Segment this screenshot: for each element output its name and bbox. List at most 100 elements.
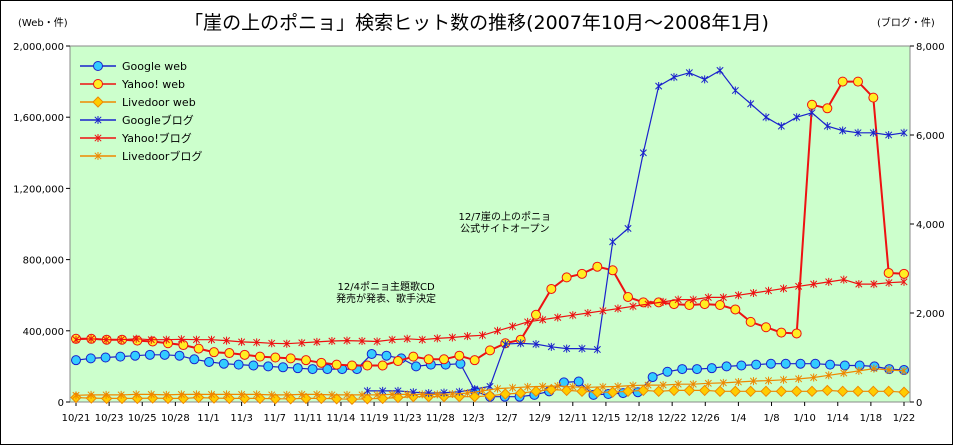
data-point (238, 390, 246, 399)
data-point (545, 383, 558, 396)
data-point (775, 385, 788, 398)
data-point (674, 380, 682, 389)
data-point (853, 76, 863, 87)
data-point (622, 385, 634, 398)
annotation-text: 12/4ポニョ主題歌CD (338, 280, 435, 293)
data-point (647, 372, 658, 383)
data-point (448, 333, 456, 342)
data-point (381, 350, 392, 361)
data-point (469, 355, 480, 366)
data-point (577, 268, 587, 279)
data-point (102, 390, 110, 399)
data-point (94, 152, 102, 160)
data-point (719, 293, 727, 302)
data-point (624, 224, 632, 233)
data-point (330, 393, 343, 405)
data-point (403, 390, 411, 399)
data-point (222, 390, 231, 399)
data-point (403, 334, 411, 343)
data-point (765, 358, 776, 369)
data-point (659, 381, 667, 390)
data-point (147, 390, 155, 399)
data-point (721, 361, 732, 372)
data-point (366, 348, 377, 359)
right-tick-label: 2,000 (916, 309, 945, 320)
data-point (793, 113, 801, 122)
data-point (388, 335, 396, 344)
data-point (218, 358, 229, 369)
data-point (253, 338, 261, 347)
data-point (840, 275, 848, 284)
data-point (478, 331, 487, 340)
x-tick-label: 1/22 (893, 413, 915, 424)
data-point (363, 386, 371, 395)
data-point (433, 334, 441, 343)
data-point (629, 381, 637, 390)
data-point (454, 350, 465, 361)
data-point (524, 317, 532, 326)
x-tick-label: 1/18 (860, 413, 882, 424)
data-point (780, 375, 788, 384)
data-point (392, 391, 404, 404)
data-point (478, 386, 487, 395)
data-point (662, 366, 673, 377)
data-point (810, 373, 818, 382)
data-point (425, 389, 433, 398)
data-point (377, 360, 388, 371)
data-point (677, 364, 688, 375)
data-point (685, 68, 693, 77)
data-point (147, 335, 155, 344)
data-point (238, 337, 246, 346)
data-point (745, 316, 756, 327)
data-point (839, 360, 850, 371)
data-point (764, 286, 773, 295)
series-4 (72, 275, 908, 348)
data-point (761, 322, 771, 333)
x-tick-label: 12/15 (592, 413, 621, 424)
data-point (485, 345, 495, 356)
data-point (760, 385, 772, 398)
data-point (592, 261, 603, 272)
data-point (423, 354, 434, 365)
data-point (808, 108, 816, 117)
x-tick-label: 10/28 (161, 413, 190, 424)
data-point (100, 392, 113, 405)
data-point (840, 369, 848, 378)
data-point (162, 390, 170, 399)
data-point (736, 360, 747, 371)
x-tick-label: 10/23 (95, 413, 124, 424)
legend-marker (92, 96, 104, 108)
data-point (418, 335, 426, 344)
data-point (278, 362, 288, 373)
data-point (900, 366, 908, 375)
data-point (328, 337, 336, 346)
data-point (283, 390, 291, 399)
chart-title: 「崖の上のポニョ」検索ヒット数の推移(2007年10月〜2008年1月) (184, 12, 769, 34)
legend-marker (94, 134, 102, 142)
data-point (629, 302, 637, 311)
data-point (898, 386, 910, 398)
x-tick-label: 11/1 (197, 413, 219, 424)
data-point (493, 326, 502, 335)
data-point (751, 359, 762, 370)
data-point (177, 390, 185, 399)
annotation-text: 発売が発表、歌手決定 (336, 292, 436, 305)
data-point (554, 313, 562, 322)
data-point (517, 339, 525, 348)
legend-label: Yahoo! web (121, 78, 185, 91)
data-point (839, 126, 847, 135)
data-point (655, 82, 663, 91)
legend-label: Googleブログ (122, 113, 194, 127)
data-point (92, 96, 104, 108)
x-tick-label: 12/18 (625, 413, 654, 424)
data-point (499, 388, 512, 400)
data-point (855, 280, 863, 289)
data-point (578, 344, 586, 353)
data-point (433, 390, 441, 399)
data-point (393, 356, 403, 367)
x-tick-label: 11/23 (393, 413, 422, 424)
data-point (192, 335, 200, 344)
data-point (868, 92, 879, 103)
data-point (358, 337, 366, 346)
